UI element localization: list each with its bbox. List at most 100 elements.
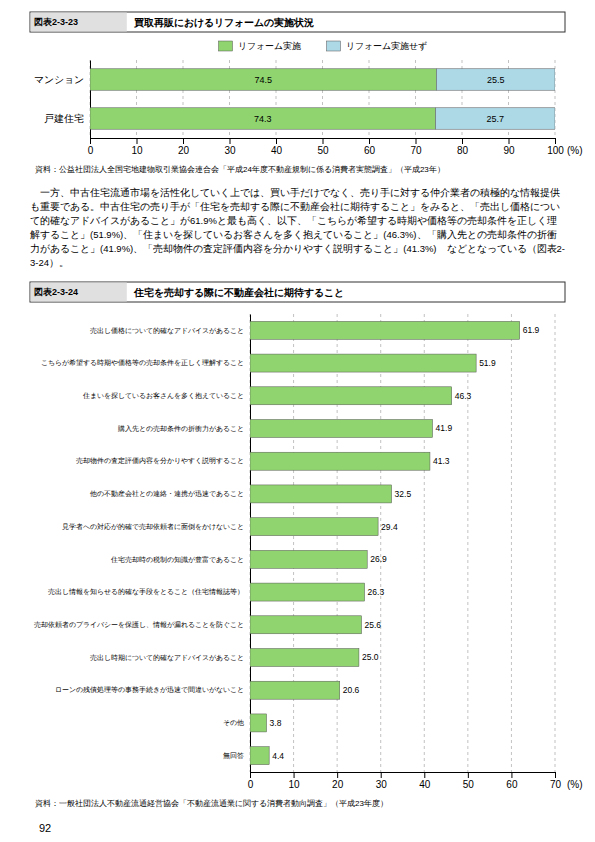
- data-labels: 74.574.325.525.7: [254, 75, 504, 124]
- bar: [250, 354, 476, 372]
- grid-line: [555, 314, 556, 772]
- x-tick: 20: [332, 772, 344, 790]
- y-tick-label: こちらが希望する時期や価格等の売却条件を正しく理解すること: [41, 359, 244, 367]
- x-tick-mark: [555, 772, 556, 778]
- legend-swatch: [219, 41, 233, 51]
- x-tick-label: 30: [376, 779, 388, 790]
- x-tick-mark: [230, 138, 231, 144]
- y-tick-label: 売却依頼者のプライバシーを保護し、情報が漏れることを防ぐこと: [34, 621, 244, 629]
- x-tick-label: 60: [506, 779, 518, 790]
- y-tick-label: その他: [223, 719, 244, 727]
- x-tick-mark: [276, 138, 277, 144]
- x-tick-label: 40: [271, 145, 283, 156]
- bar: [250, 583, 365, 601]
- grid: [250, 314, 555, 772]
- x-tick-mark: [468, 772, 469, 778]
- x-axis-label: (%): [567, 779, 583, 790]
- y-tick: 住宅売却時の税制の知識が豊富であること: [110, 556, 244, 564]
- chart: 0102030405060708090100(%)マンション戸建住宅74.574…: [34, 60, 583, 156]
- x-tick-label: 0: [88, 145, 94, 156]
- x-tick-mark: [323, 138, 324, 144]
- legend-item: リフォーム実施せず: [327, 41, 427, 51]
- data-label: 25.0: [362, 652, 379, 662]
- y-tick-label: 見学者への対応が的確で売却依頼者に面倒をかけないこと: [62, 523, 244, 531]
- bar: [250, 485, 392, 503]
- page: 図表2-3-23 買取再販におけるリフォームの実施状況 0 10 20 30 40 50 60 7…: [0, 0, 595, 842]
- title-label-box: [31, 283, 127, 302]
- y-tick: 売却物件の査定評価内容を分かりやすく説明すること: [76, 457, 244, 465]
- grid-line: [511, 314, 512, 772]
- x-axis-line: [91, 139, 556, 145]
- data-labels: 61.951.946.341.941.332.529.426.926.325.6…: [270, 325, 540, 760]
- legend-swatch: [327, 41, 341, 51]
- grid-line: [250, 314, 251, 772]
- data-label: 41.3: [433, 456, 450, 466]
- x-tick: 60: [364, 138, 376, 156]
- y-tick: 戸建住宅: [44, 113, 84, 124]
- y-tick: 見学者への対応が的確で売却依頼者に面倒をかけないこと: [62, 523, 244, 531]
- y-tick-label: 購入先との売却条件の折衝力があること: [118, 425, 244, 433]
- x-tick-label: 10: [289, 779, 301, 790]
- data-label: 25.6: [365, 620, 382, 630]
- x-tick-mark: [416, 138, 417, 144]
- y-tick-label: 売出し時期について的確なアドバイスがあること: [90, 654, 244, 662]
- y-tick: 無回答: [223, 752, 244, 760]
- x-tick: 10: [131, 138, 143, 156]
- x-tick-label: 50: [463, 779, 475, 790]
- x-tick-label: 0: [248, 779, 254, 790]
- legend-item: リフォーム実施: [219, 41, 301, 51]
- body-text: 一方、中古住宅流通市場を活性化していく上では、買い手だけでなく、売り手に対する仲…: [30, 187, 565, 268]
- body-line: も重要である。中古住宅の売り手が「住宅を売却する際に不動産会社に期待すること」を…: [30, 201, 560, 212]
- body-line: 力があること」(41.9%)、「売却物件の査定評価内容を分かりやすく説明すること…: [30, 243, 565, 254]
- data-label: 25.5: [487, 75, 505, 85]
- x-tick: 80: [457, 138, 469, 156]
- data-label: 26.3: [368, 587, 385, 597]
- legend-label: リフォーム実施せず: [346, 41, 427, 51]
- title-label-box: [31, 13, 127, 32]
- x-tick-mark: [555, 138, 556, 144]
- x-tick-mark: [337, 772, 338, 778]
- legend-label: リフォーム実施: [238, 41, 301, 51]
- bars: [250, 321, 520, 764]
- y-tick: 購入先との売却条件の折衝力があること: [118, 425, 244, 433]
- y-tick-label: 売出し情報を知らせる的確な手段をとること（住宅情報誌等）: [48, 588, 244, 596]
- x-tick-mark: [369, 138, 370, 144]
- y-tick: 売出し価格について的確なアドバイスがあること: [90, 327, 244, 335]
- bar: [250, 420, 433, 438]
- data-label: 51.9: [479, 358, 496, 368]
- data-label: 29.4: [381, 522, 398, 532]
- chart: 0 10 20 30 40 50 60 70 (%) 売出し価格について的確なアドバイスがあること…: [34, 314, 583, 790]
- data-label: 61.9: [523, 325, 540, 335]
- chart-title: 買取再販におけるリフォームの実施状況: [133, 17, 314, 29]
- y-tick: マンション: [34, 74, 84, 85]
- y-tick-label: ローンの残債処理等の事務手続きが迅速で間違いがないこと: [55, 686, 244, 694]
- x-tick: 70: [550, 772, 562, 790]
- x-tick-label: 10: [131, 145, 143, 156]
- x-tick: 50: [463, 772, 475, 790]
- page-number: 92: [39, 822, 51, 834]
- y-axis-line: [250, 315, 251, 773]
- x-tick-label: 40: [419, 779, 431, 790]
- x-tick: 100: [547, 138, 564, 156]
- x-tick-label: 70: [410, 145, 422, 156]
- body-line: 3-24）。: [30, 257, 69, 268]
- figure-number: 図表2-3-24: [34, 287, 78, 297]
- y-tick-label: マンション: [34, 74, 84, 85]
- y-tick-label: 住宅売却時の税制の知識が豊富であること: [110, 556, 244, 564]
- y-tick-label: 売却物件の査定評価内容を分かりやすく説明すること: [76, 457, 244, 465]
- x-tick-mark: [381, 772, 382, 778]
- bar: [250, 321, 520, 339]
- source: 資料：一般社団法人不動産流通経営協会「不動産流通業に関する消費者動向調査」（平成…: [35, 799, 388, 808]
- y-tick-label: 無回答: [223, 752, 244, 760]
- x-tick-label: 80: [457, 145, 469, 156]
- figure-number: 図表2-3-23: [34, 17, 78, 27]
- x-tick: 0: [248, 772, 254, 790]
- y-axis: マンション戸建住宅: [34, 61, 91, 139]
- chart-title: 住宅を売却する際に不動産会社に期待すること: [133, 287, 344, 299]
- grid-line: [380, 314, 381, 772]
- data-label: 20.6: [343, 685, 360, 695]
- title-frame: [30, 12, 565, 32]
- bar: [250, 550, 367, 568]
- bar: [250, 649, 359, 667]
- x-tick-mark: [137, 138, 138, 144]
